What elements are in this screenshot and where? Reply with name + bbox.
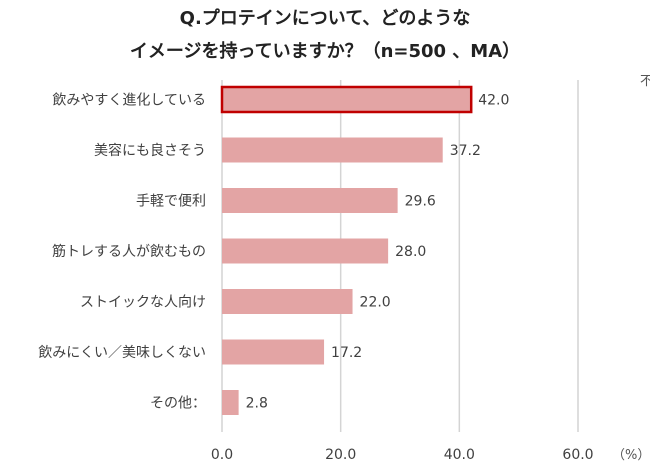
bar [222,390,239,415]
x-tick-labels: 0.0 20.0 40.0 60.0 [211,447,594,463]
chart-title-line1: Q.プロテインについて、どのような [179,8,471,29]
category-label: 筋トレする人が飲むもの [52,243,206,260]
category-label: 手軽で便利 [136,194,206,210]
value-label: 29.6 [405,194,436,210]
x-unit-label: （%） [612,448,650,463]
category-labels: 飲みやすく進化している美容にも良さそう手軽で便利筋トレする人が飲むものストイック… [38,93,206,412]
bars [220,85,473,415]
bar [222,238,389,264]
value-label: 2.8 [246,396,268,412]
bar [220,85,473,114]
x-tick-label: 20.0 [325,447,356,463]
cutoff-text: 不 [640,74,650,89]
chart-title-line2: イメージを持っていますか？（n=500 、MA） [129,41,521,62]
bar [222,289,353,314]
value-label: 17.2 [331,345,362,361]
value-label: 37.2 [450,143,481,159]
category-label: 飲みにくい／美味しくない [38,345,206,361]
category-label: 飲みやすく進化している [52,93,206,109]
value-label: 42.0 [478,93,509,109]
x-tick-label: 60.0 [562,447,593,463]
category-label: 美容にも良さそう [94,142,206,159]
value-label: 28.0 [395,244,426,260]
value-labels: 42.0 37.2 29.6 28.0 22.0 17.2 2.8 [246,93,510,412]
category-label: ストイックな人向け [80,295,206,311]
value-label: 22.0 [360,295,391,311]
bar [222,188,398,213]
x-tick-label: 40.0 [444,447,475,463]
x-tick-label: 0.0 [211,447,233,463]
bar [222,339,325,365]
category-label: その他： [150,396,206,412]
bar [222,137,443,163]
